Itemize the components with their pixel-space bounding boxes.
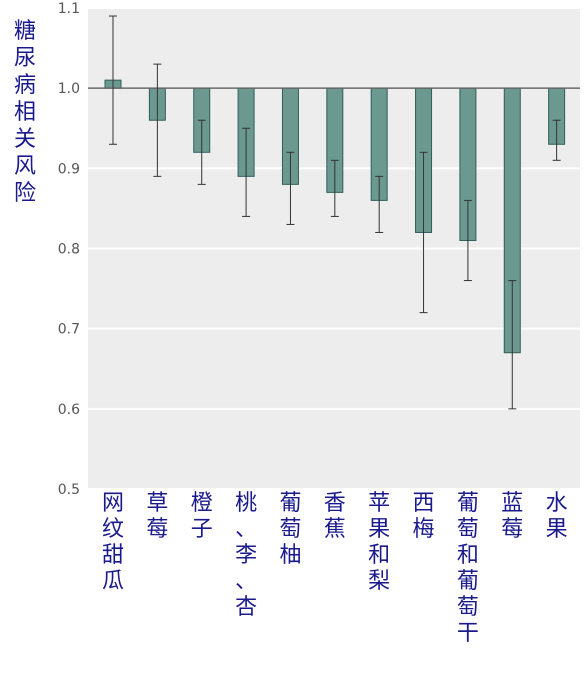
category-label: 桃、李、杏 xyxy=(235,491,257,620)
category-label: 苹果和梨 xyxy=(368,491,390,594)
category-label: 香蕉 xyxy=(324,491,346,542)
y-tick-label: 1.1 xyxy=(58,1,80,17)
category-label: 橙子 xyxy=(191,491,213,542)
y-tick-label: 0.9 xyxy=(58,161,80,177)
y-tick-label: 0.6 xyxy=(58,402,80,418)
category-label: 葡萄和葡萄干 xyxy=(457,491,479,646)
y-tick-label: 0.7 xyxy=(58,322,80,338)
y-tick-label: 0.5 xyxy=(58,482,80,498)
category-label: 葡萄柚 xyxy=(279,491,301,568)
category-label: 西梅 xyxy=(413,491,435,542)
y-tick-labels: 0.5 0.6 0.7 0.8 0.9 1.0 1.1 xyxy=(58,1,80,498)
category-label: 蓝莓 xyxy=(501,491,523,542)
y-tick-label: 0.8 xyxy=(58,242,80,258)
category-label: 草莓 xyxy=(146,491,168,542)
category-labels: 网纹甜瓜草莓橙子桃、李、杏葡萄柚 香蕉苹果和梨 西梅葡萄和葡萄干蓝莓水果 xyxy=(102,491,568,646)
category-label: 水果 xyxy=(546,491,568,542)
y-axis-label: 糖尿病相关风险 xyxy=(14,19,36,206)
y-tick-label: 1.0 xyxy=(58,81,80,97)
category-label: 网纹甜瓜 xyxy=(102,491,124,594)
